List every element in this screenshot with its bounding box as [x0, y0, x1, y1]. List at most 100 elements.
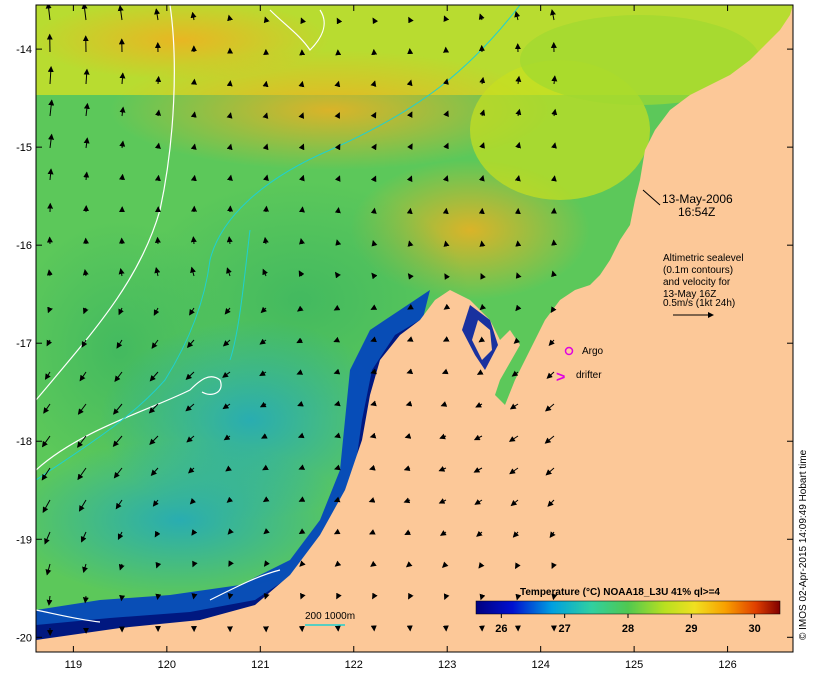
velocity-arrow: [508, 435, 519, 442]
colorbar-tick-label: 27: [559, 623, 571, 635]
velocity-arrow: [298, 206, 305, 213]
velocity-arrow: [514, 562, 521, 570]
velocity-arrow: [440, 401, 448, 407]
velocity-arrow: [551, 593, 558, 601]
land-mass: [36, 5, 793, 652]
velocity-arrow: [479, 303, 487, 311]
velocity-arrow: [192, 560, 198, 568]
altimetry-line-3: and velocity for: [663, 277, 731, 288]
velocity-arrow: [148, 403, 159, 414]
velocity-arrow: [44, 531, 51, 545]
velocity-arrow: [334, 112, 340, 119]
velocity-arrow: [259, 401, 267, 408]
velocity-arrow: [83, 68, 90, 85]
velocity-arrow: [473, 467, 483, 473]
velocity-arrow: [370, 111, 377, 119]
velocity-arrow: [333, 496, 341, 503]
velocity-arrow: [298, 270, 305, 278]
velocity-arrow: [117, 5, 124, 21]
velocity-arrow: [443, 593, 450, 600]
velocity-arrow: [81, 339, 88, 348]
velocity-arrow: [263, 16, 270, 24]
velocity-arrow: [263, 528, 270, 535]
drifter-marker: >: [556, 369, 565, 386]
lon-tick-label: 119: [65, 659, 83, 671]
velocity-arrow: [406, 336, 414, 342]
velocity-arrow: [300, 17, 306, 25]
velocity-arrow: [226, 143, 233, 151]
velocity-arrow: [186, 435, 195, 443]
velocity-arrow: [190, 174, 197, 182]
velocity-arrow: [478, 13, 485, 21]
velocity-arrow: [514, 175, 521, 182]
velocity-arrow: [442, 336, 450, 342]
velocity-arrow: [41, 435, 51, 448]
velocity-arrow: [336, 17, 343, 25]
velocity-arrow: [515, 593, 522, 601]
velocity-arrow: [370, 400, 377, 407]
lat-tick-label: -14: [16, 44, 32, 56]
velocity-arrow: [442, 561, 449, 568]
velocity-arrow: [438, 466, 447, 472]
lon-tick-label: 121: [251, 659, 269, 671]
velocity-arrow: [297, 400, 304, 407]
velocity-arrow: [480, 273, 486, 280]
velocity-arrow: [478, 174, 485, 182]
velocity-arrow: [260, 306, 268, 314]
velocity-arrow: [443, 15, 450, 23]
velocity-arrow: [228, 560, 234, 567]
velocity-arrow: [406, 368, 414, 375]
velocity-arrow: [118, 563, 125, 571]
velocity-arrow: [510, 499, 519, 507]
velocity-arrow: [77, 435, 87, 448]
velocity-arrow: [479, 593, 486, 601]
velocity-arrow: [515, 75, 522, 85]
velocity-arrow: [333, 400, 341, 407]
velocity-arrow: [225, 465, 232, 472]
velocity-arrow: [190, 111, 197, 118]
drifter-label: drifter: [576, 370, 602, 381]
altimetry-line-4: 13-May 16Z: [663, 289, 716, 300]
velocity-arrow: [119, 106, 126, 117]
velocity-arrow: [47, 306, 53, 314]
velocity-arrow: [439, 433, 447, 440]
lon-tick-label: 124: [531, 659, 549, 671]
velocity-arrow: [405, 561, 413, 568]
velocity-arrow: [476, 369, 484, 375]
velocity-arrow: [47, 65, 54, 85]
velocity-arrow: [298, 112, 305, 119]
velocity-arrow: [443, 78, 449, 85]
velocity-arrow: [186, 339, 195, 349]
velocity-arrow: [442, 175, 449, 182]
velocity-arrow: [77, 403, 87, 415]
velocity-arrow: [370, 207, 377, 214]
latitude-axis: -14 -15 -16 -17 -18 -19 -20: [16, 44, 793, 644]
velocity-arrow: [408, 16, 414, 24]
lat-tick-label: -18: [16, 436, 32, 448]
velocity-arrow: [370, 304, 378, 310]
velocity-arrow: [370, 143, 377, 151]
velocity-arrow: [406, 111, 413, 119]
velocity-arrow: [154, 530, 161, 538]
velocity-arrow: [155, 561, 162, 569]
velocity-arrow: [149, 371, 159, 382]
velocity-arrow: [263, 560, 270, 567]
velocity-arrow: [79, 371, 87, 382]
velocity-arrow: [444, 273, 450, 280]
velocity-arrow: [299, 238, 305, 245]
velocity-arrow: [80, 531, 87, 543]
velocity-arrow: [478, 336, 486, 343]
colorbar-tick-label: 28: [622, 623, 634, 635]
velocity-arrow: [263, 174, 269, 182]
velocity-arrow: [119, 72, 126, 85]
velocity-arrow: [297, 305, 304, 312]
velocity-arrow: [334, 80, 341, 88]
velocity-arrow: [479, 76, 486, 85]
velocity-arrow: [407, 304, 414, 310]
velocity-arrow: [262, 112, 269, 119]
lon-tick-label: 126: [718, 659, 736, 671]
velocity-arrow: [43, 403, 51, 414]
lat-tick-label: -19: [16, 534, 32, 546]
velocity-arrow: [82, 269, 89, 277]
velocity-arrow: [475, 402, 483, 408]
